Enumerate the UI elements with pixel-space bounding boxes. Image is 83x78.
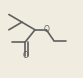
Text: O: O (43, 25, 49, 34)
Text: O: O (22, 51, 28, 60)
